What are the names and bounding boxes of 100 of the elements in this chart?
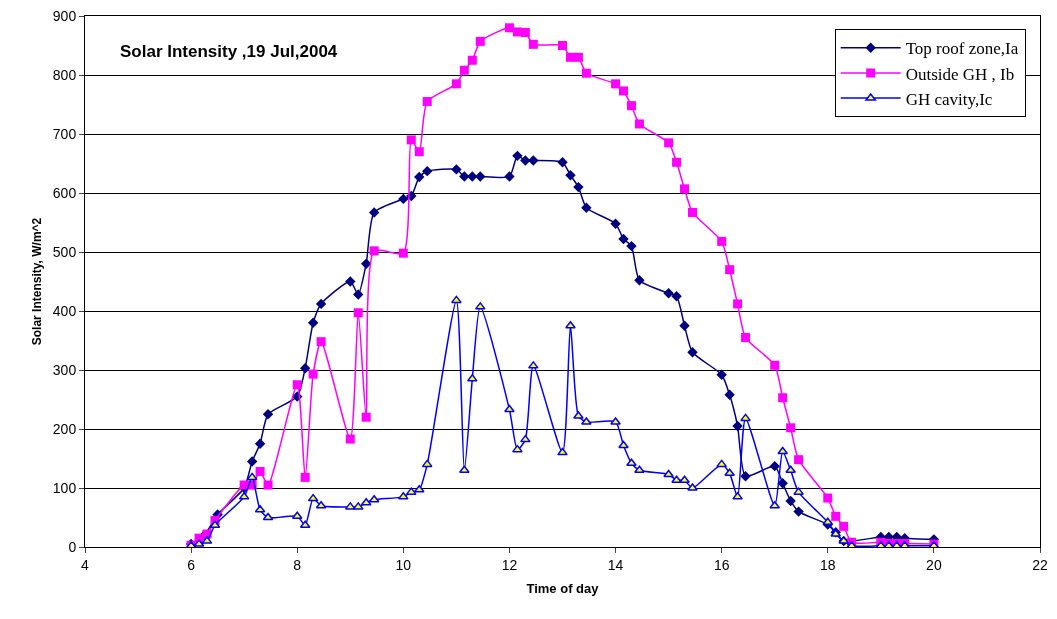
- point: [316, 337, 326, 347]
- point: [671, 475, 682, 484]
- point: [664, 138, 674, 148]
- point: [725, 265, 735, 275]
- point: [467, 171, 478, 182]
- point: [716, 459, 728, 468]
- point: [626, 240, 637, 252]
- point: [786, 423, 796, 433]
- y-axis-title: Solar Intensity, W/m^2: [30, 217, 45, 346]
- point: [512, 444, 523, 453]
- point: [300, 472, 310, 482]
- point: [315, 298, 327, 310]
- point: [573, 181, 584, 193]
- x-tick-label: 22: [1032, 556, 1048, 573]
- x-tick-label: 16: [713, 556, 730, 573]
- point: [246, 456, 258, 467]
- point: [679, 320, 690, 331]
- point: [368, 207, 380, 218]
- point: [254, 438, 266, 449]
- point: [398, 248, 408, 258]
- point: [733, 299, 743, 309]
- point: [793, 506, 804, 517]
- point: [717, 236, 727, 246]
- point: [467, 55, 477, 65]
- point: [611, 79, 621, 89]
- y-tick-label: 600: [52, 184, 77, 201]
- point: [308, 369, 318, 379]
- x-tick-label: 4: [81, 556, 90, 573]
- point: [398, 193, 409, 205]
- point: [255, 466, 265, 476]
- point: [421, 459, 433, 468]
- x-tick-label: 8: [293, 556, 302, 573]
- y-tick-label: 900: [52, 7, 77, 24]
- y-tick-label: 300: [52, 361, 77, 378]
- point: [724, 389, 735, 400]
- y-tick-label: 400: [52, 302, 77, 319]
- point: [777, 478, 788, 489]
- point: [475, 36, 485, 46]
- point: [353, 289, 364, 300]
- point: [740, 471, 751, 482]
- point: [831, 511, 841, 521]
- point: [777, 446, 789, 455]
- point: [451, 164, 462, 175]
- x-tick-label: 12: [501, 556, 518, 573]
- point: [581, 68, 591, 78]
- point: [520, 155, 531, 166]
- point: [369, 246, 379, 256]
- legend-label: GH cavity,Ic: [905, 89, 993, 109]
- point: [610, 417, 621, 425]
- point: [769, 460, 780, 472]
- x-tick-label: 14: [607, 556, 624, 573]
- point: [504, 23, 514, 33]
- point: [292, 380, 302, 390]
- point: [422, 165, 433, 177]
- point: [741, 333, 751, 343]
- point: [414, 147, 424, 157]
- point: [716, 369, 727, 380]
- point: [451, 295, 462, 304]
- point: [634, 119, 644, 129]
- point: [519, 434, 531, 443]
- point: [504, 404, 515, 413]
- point: [361, 412, 371, 422]
- point: [770, 360, 780, 370]
- point: [687, 483, 698, 491]
- y-tick-label: 200: [52, 420, 77, 437]
- point: [839, 521, 849, 531]
- point: [345, 434, 355, 444]
- point: [610, 218, 621, 229]
- point: [663, 288, 674, 299]
- point: [663, 469, 674, 478]
- point: [504, 171, 515, 182]
- legend-label: Top roof zone,Ia: [905, 39, 1019, 59]
- point: [307, 317, 319, 328]
- point: [475, 171, 486, 182]
- point: [740, 413, 751, 422]
- point: [581, 202, 592, 213]
- point: [581, 417, 592, 425]
- point: [459, 65, 469, 75]
- point: [618, 233, 629, 245]
- point: [634, 465, 645, 474]
- x-axis-title: Time of day: [526, 581, 600, 597]
- point: [299, 363, 311, 374]
- y-tick-label: 500: [52, 243, 77, 260]
- point: [573, 52, 583, 62]
- point: [732, 420, 743, 432]
- point: [262, 409, 274, 420]
- point: [794, 455, 804, 465]
- point: [558, 41, 567, 50]
- point: [793, 487, 804, 495]
- y-tick-label: 800: [52, 66, 77, 83]
- legend-label: Outside GH , Ib: [905, 64, 1015, 84]
- point: [528, 39, 538, 49]
- point: [512, 150, 523, 162]
- point: [406, 135, 416, 145]
- y-tick-label: 0: [68, 538, 77, 555]
- point: [785, 495, 796, 507]
- point: [557, 157, 568, 168]
- point: [671, 291, 682, 302]
- point: [778, 393, 788, 403]
- point: [672, 157, 682, 167]
